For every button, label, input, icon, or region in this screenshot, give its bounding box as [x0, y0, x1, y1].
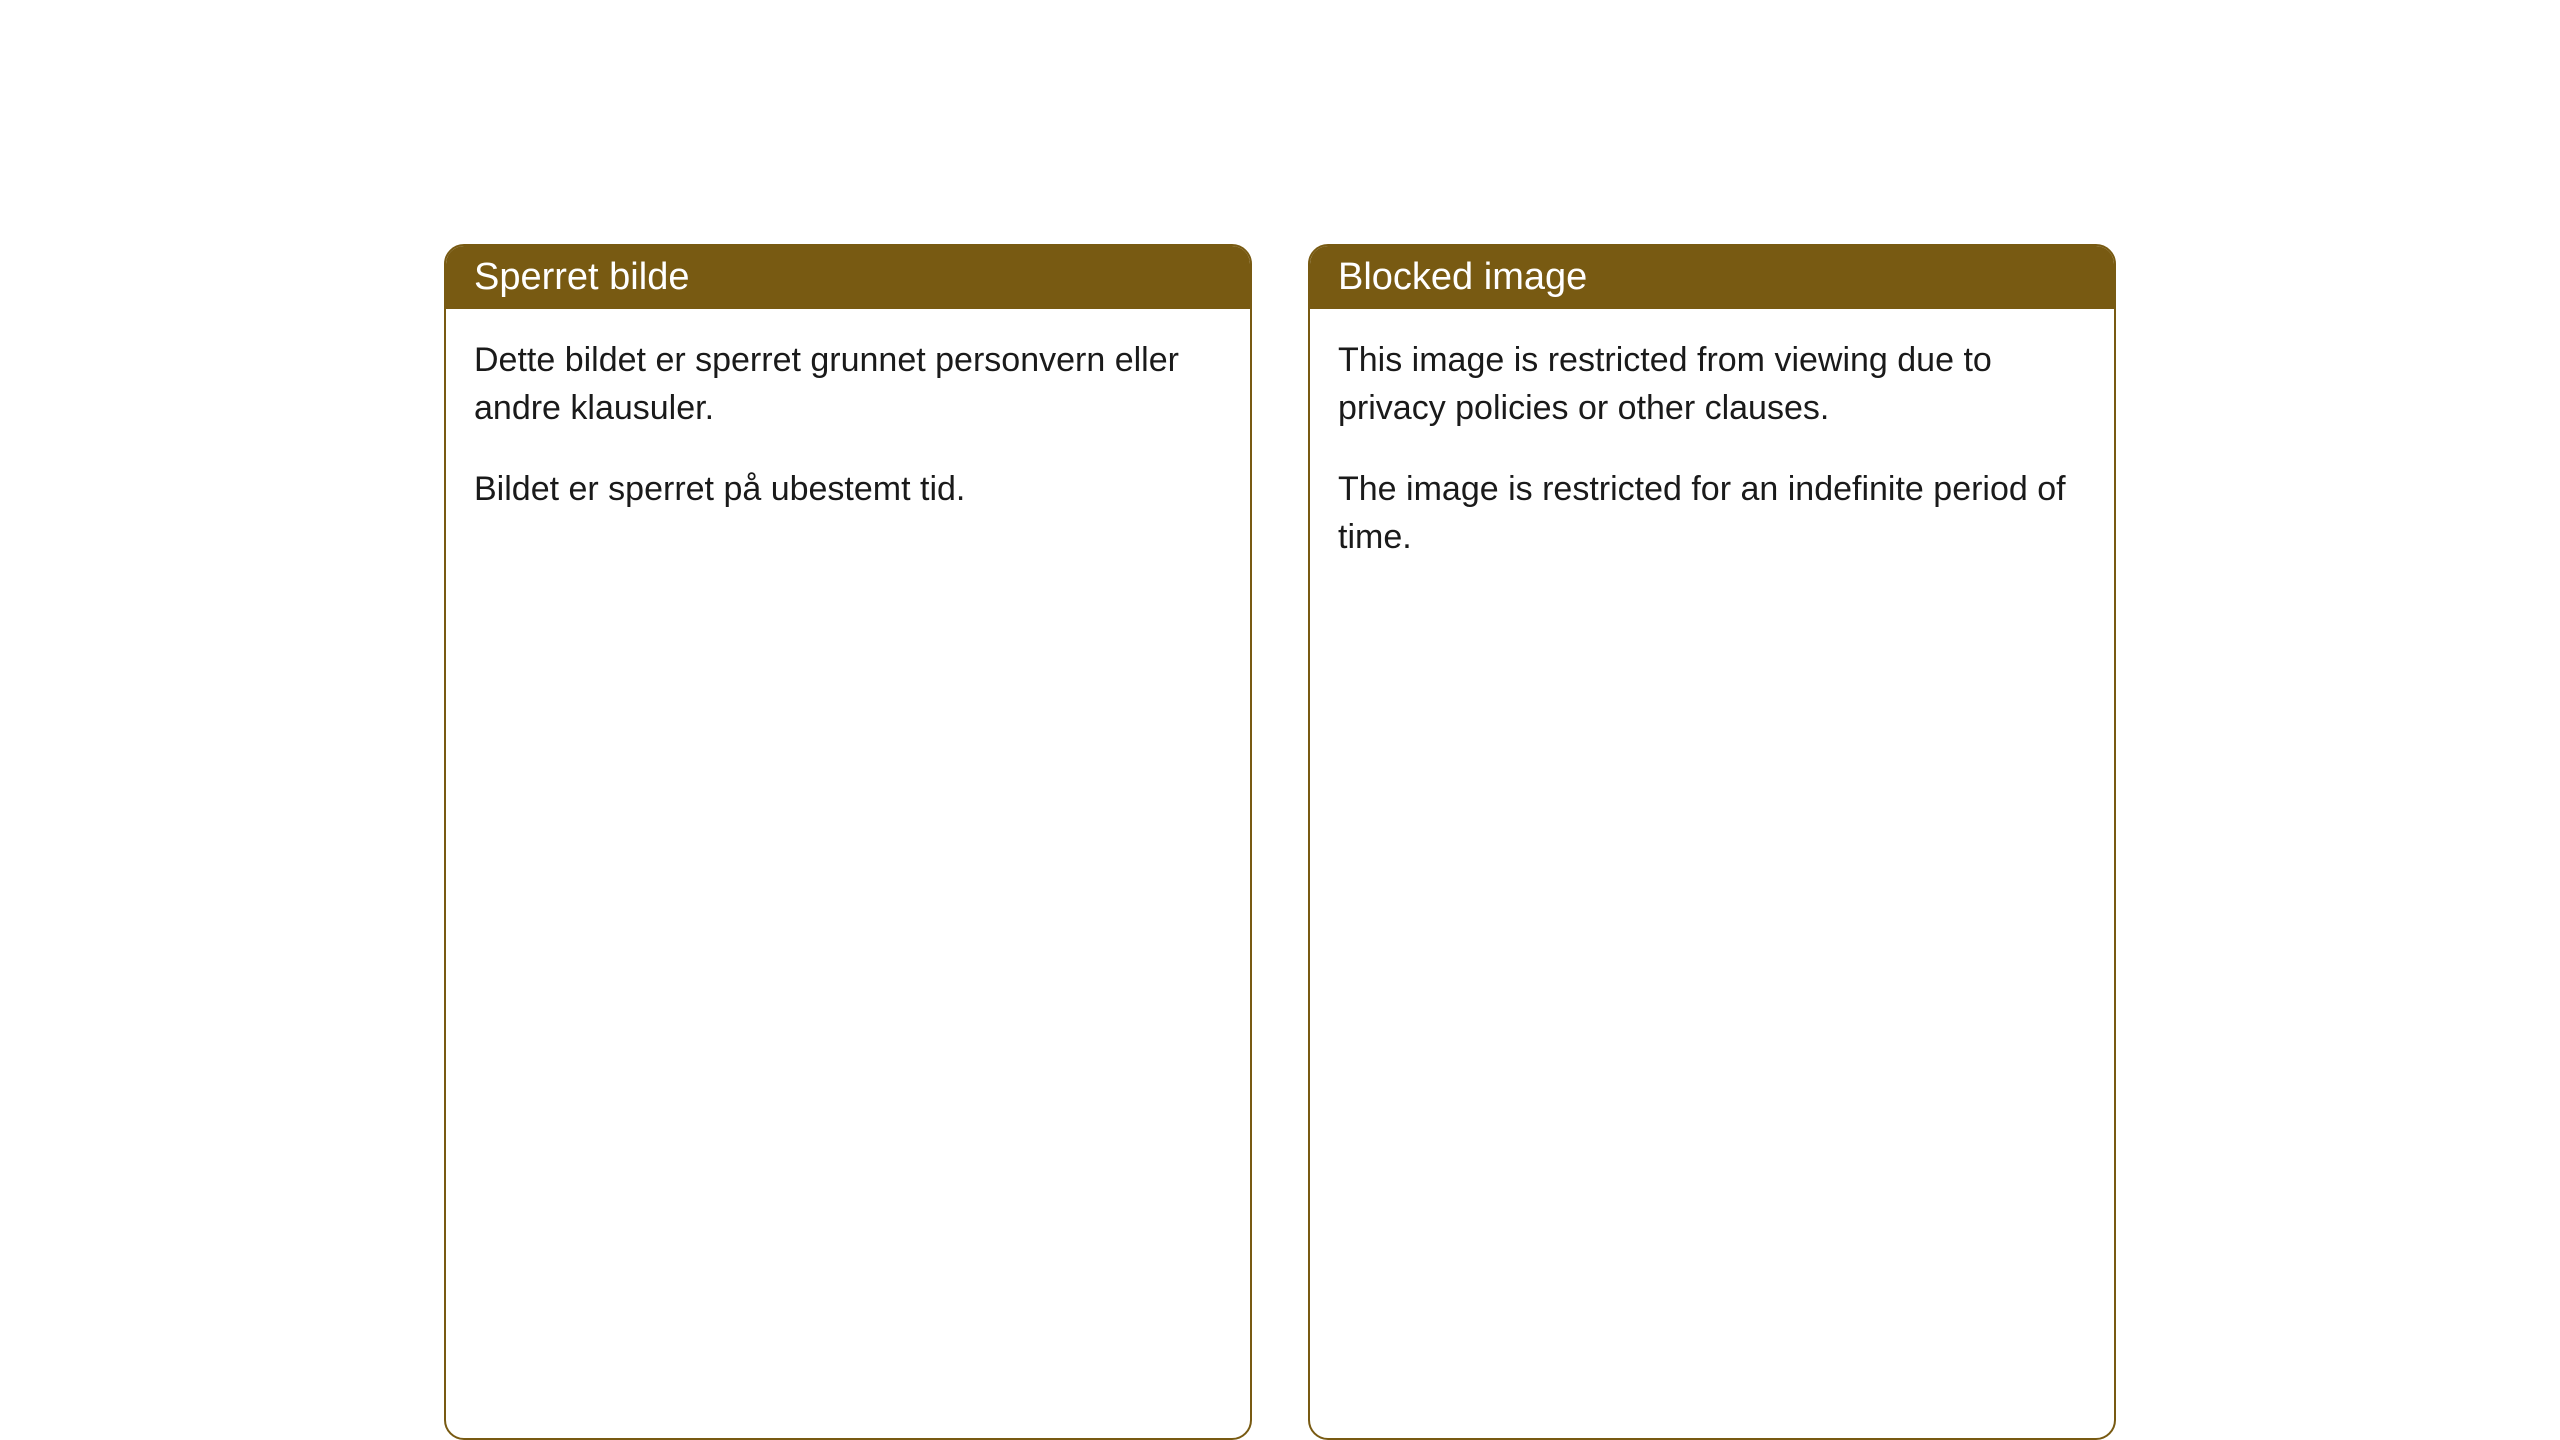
notice-paragraph-1: Dette bildet er sperret grunnet personve…: [474, 337, 1222, 432]
notice-paragraph-2: The image is restricted for an indefinit…: [1338, 466, 2086, 561]
notice-card-english: Blocked image This image is restricted f…: [1308, 244, 2116, 1440]
notice-body-norwegian: Dette bildet er sperret grunnet personve…: [446, 309, 1250, 554]
notice-paragraph-2: Bildet er sperret på ubestemt tid.: [474, 466, 1222, 514]
notice-body-english: This image is restricted from viewing du…: [1310, 309, 2114, 601]
notice-header-norwegian: Sperret bilde: [446, 246, 1250, 309]
notice-container: Sperret bilde Dette bildet er sperret gr…: [444, 244, 2116, 1440]
notice-title: Blocked image: [1338, 256, 1587, 298]
notice-header-english: Blocked image: [1310, 246, 2114, 309]
notice-title: Sperret bilde: [474, 256, 689, 298]
notice-paragraph-1: This image is restricted from viewing du…: [1338, 337, 2086, 432]
notice-card-norwegian: Sperret bilde Dette bildet er sperret gr…: [444, 244, 1252, 1440]
